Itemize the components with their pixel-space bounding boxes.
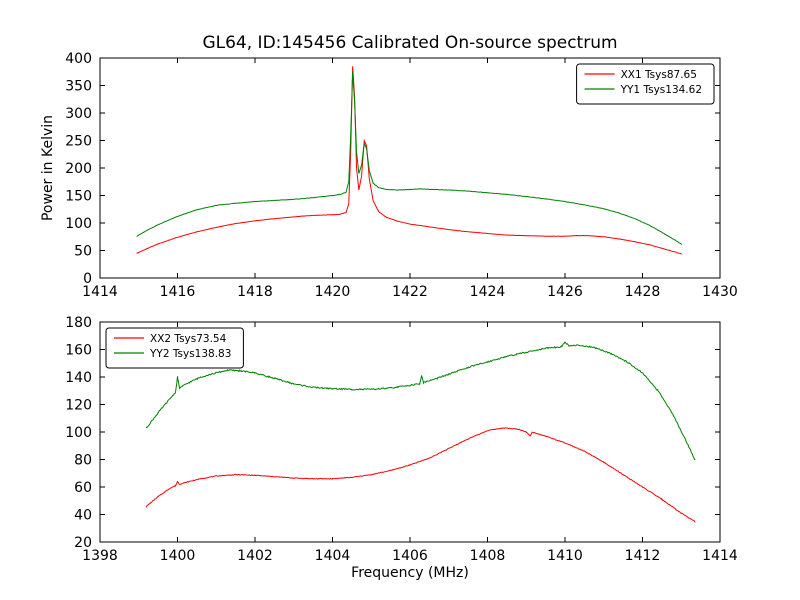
y-tick-label: 20 [74,535,92,551]
x-tick-label: 1408 [470,548,506,564]
y-tick-label: 180 [65,315,92,331]
x-tick-label: 1400 [160,548,196,564]
series-line-xx2 [146,427,696,523]
y-tick-label: 80 [74,453,92,469]
y-tick-label: 0 [83,271,92,287]
y-tick-label: 50 [74,244,92,260]
x-tick-label: 1430 [702,284,738,300]
legend: XX1 Tsys87.65 YY1 Tsys134.62 [576,63,715,105]
y-tick-label: 250 [65,134,92,150]
x-tick-label: 1398 [82,548,118,564]
legend: XX2 Tsys73.54 YY2 Tsys138.83 [105,327,244,369]
y-tick-label: 40 [74,508,92,524]
series-line-xx1 [136,66,682,255]
y-axis-label: Power in Kelvin [40,115,56,221]
x-tick-label: 1416 [160,284,196,300]
top-subplot: 1414 1416 1418 1420 1422 1424 1426 1428 1430 0 50 1… [65,51,738,300]
y-tick-label: 120 [65,398,92,414]
x-tick-label: 1418 [237,284,273,300]
y-tick-label: 100 [65,425,92,441]
y-tick-label: 300 [65,106,92,122]
legend-label: XX1 Tsys87.65 [621,69,697,81]
y-tick-label: 160 [65,343,92,359]
x-tick-label: 1412 [625,548,661,564]
series-line-yy1 [136,71,682,246]
x-tick-label: 1426 [547,284,583,300]
y-tick-label: 200 [65,161,92,177]
y-tick-label: 140 [65,370,92,386]
x-axis-label: Frequency (MHz) [351,565,469,581]
x-tick-label: 1410 [547,548,583,564]
legend-label: YY2 Tsys138.83 [149,348,231,360]
chart-title: GL64, ID:145456 Calibrated On-source spe… [202,33,617,53]
x-tick-label: 1406 [392,548,428,564]
series-line-yy2 [146,341,696,461]
y-tick-label: 400 [65,51,92,67]
y-tick-label: 100 [65,216,92,232]
x-tick-label: 1422 [392,284,428,300]
x-tick-label: 1414 [702,548,738,564]
y-tick-label: 350 [65,79,92,95]
x-tick-label: 1404 [315,548,351,564]
legend-label: XX2 Tsys73.54 [150,333,227,345]
y-tick-label: 60 [74,480,92,496]
x-tick-label: 1424 [470,284,506,300]
x-tick-label: 1420 [315,284,351,300]
x-tick-label: 1402 [237,548,273,564]
bottom-subplot: 1398 1400 1402 1404 1406 1408 1410 1412 1414 20 40… [65,315,738,564]
legend-label: YY1 Tsys134.62 [620,84,702,96]
y-tick-label: 150 [65,189,92,205]
x-tick-label: 1414 [82,284,118,300]
x-tick-label: 1428 [625,284,661,300]
